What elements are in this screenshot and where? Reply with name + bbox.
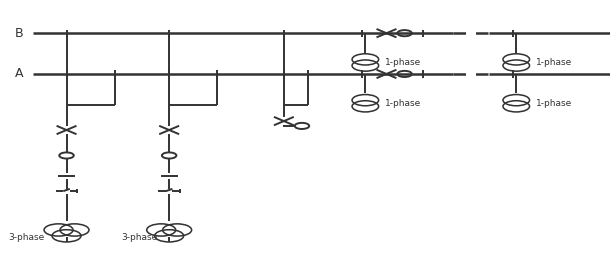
Text: A: A bbox=[15, 67, 23, 80]
Text: 3-phase: 3-phase bbox=[121, 232, 157, 242]
Text: 1-phase: 1-phase bbox=[535, 58, 572, 67]
Text: 1-phase: 1-phase bbox=[384, 99, 421, 108]
Text: B: B bbox=[15, 27, 24, 40]
Text: 3-phase: 3-phase bbox=[8, 232, 44, 242]
Text: 1-phase: 1-phase bbox=[535, 99, 572, 108]
Text: 1-phase: 1-phase bbox=[384, 58, 421, 67]
